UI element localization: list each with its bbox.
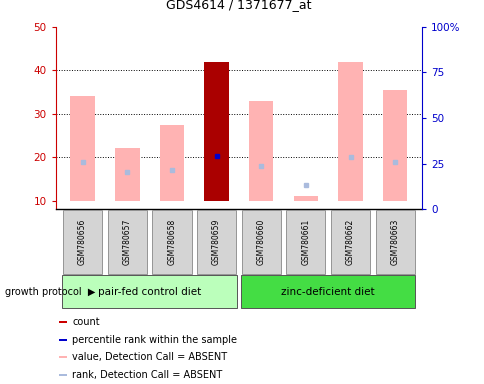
Text: growth protocol  ▶: growth protocol ▶ (5, 287, 95, 297)
Bar (337, 61, 362, 200)
Text: percentile rank within the sample: percentile rank within the sample (72, 334, 237, 344)
Text: GSM780663: GSM780663 (390, 219, 399, 265)
Bar (60, 339, 67, 341)
Bar (115, 149, 139, 200)
Bar (159, 124, 184, 200)
FancyBboxPatch shape (197, 210, 236, 274)
FancyBboxPatch shape (286, 210, 325, 274)
Text: GSM780662: GSM780662 (345, 219, 354, 265)
FancyBboxPatch shape (62, 275, 236, 308)
FancyBboxPatch shape (107, 210, 147, 274)
Text: count: count (72, 317, 100, 327)
Text: GSM780661: GSM780661 (301, 219, 310, 265)
Text: value, Detection Call = ABSENT: value, Detection Call = ABSENT (72, 353, 227, 362)
Text: zinc-deficient diet: zinc-deficient diet (281, 287, 374, 297)
FancyBboxPatch shape (375, 210, 414, 274)
Text: GSM780660: GSM780660 (256, 219, 265, 265)
Text: GDS4614 / 1371677_at: GDS4614 / 1371677_at (166, 0, 311, 12)
FancyBboxPatch shape (152, 210, 191, 274)
Bar (60, 321, 67, 323)
Text: GSM780659: GSM780659 (212, 219, 221, 265)
Bar (382, 90, 407, 200)
Bar (70, 96, 95, 200)
Text: GSM780656: GSM780656 (78, 219, 87, 265)
Text: GSM780657: GSM780657 (122, 219, 132, 265)
Bar (60, 356, 67, 358)
FancyBboxPatch shape (241, 275, 414, 308)
Text: GSM780658: GSM780658 (167, 219, 176, 265)
FancyBboxPatch shape (241, 210, 280, 274)
Bar (204, 61, 228, 200)
Text: rank, Detection Call = ABSENT: rank, Detection Call = ABSENT (72, 370, 222, 380)
FancyBboxPatch shape (63, 210, 102, 274)
Bar (60, 374, 67, 376)
Text: pair-fed control diet: pair-fed control diet (98, 287, 201, 297)
FancyBboxPatch shape (330, 210, 369, 274)
Bar (248, 101, 273, 200)
Bar (293, 196, 318, 200)
